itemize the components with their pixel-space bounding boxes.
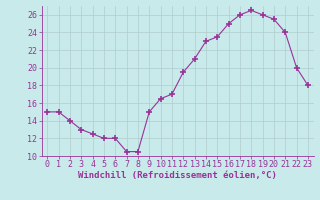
X-axis label: Windchill (Refroidissement éolien,°C): Windchill (Refroidissement éolien,°C)	[78, 171, 277, 180]
